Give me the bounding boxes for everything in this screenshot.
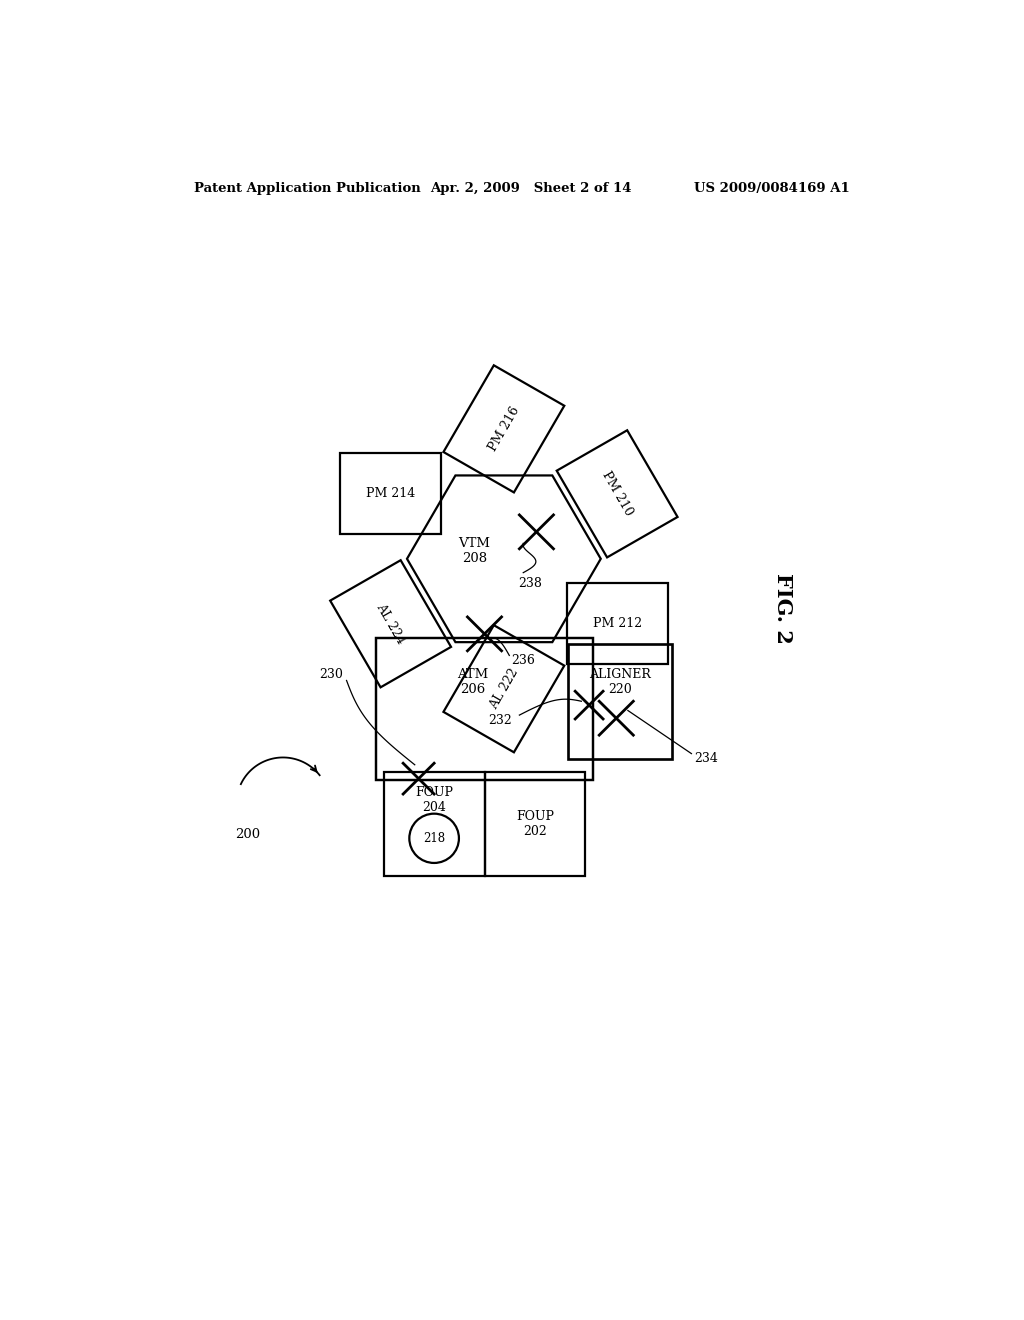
Text: 236: 236 — [512, 655, 536, 668]
Bar — [568, 644, 673, 759]
Text: VTM
208: VTM 208 — [459, 537, 490, 565]
Text: PM 212: PM 212 — [593, 618, 642, 630]
Text: PM 216: PM 216 — [486, 404, 522, 454]
Text: ATM
206: ATM 206 — [458, 668, 488, 696]
Text: AL 222: AL 222 — [487, 667, 521, 711]
Text: Apr. 2, 2009   Sheet 2 of 14: Apr. 2, 2009 Sheet 2 of 14 — [430, 182, 632, 194]
Text: 230: 230 — [319, 668, 343, 681]
Text: 234: 234 — [693, 752, 718, 766]
Text: FIG. 2: FIG. 2 — [773, 573, 793, 644]
Text: FOUP
202: FOUP 202 — [516, 810, 554, 838]
Bar — [376, 638, 593, 780]
Text: 232: 232 — [488, 714, 512, 727]
Text: 200: 200 — [236, 828, 261, 841]
Bar — [384, 772, 484, 876]
Text: FOUP
204: FOUP 204 — [415, 785, 454, 814]
Text: PM 210: PM 210 — [599, 469, 635, 519]
Text: ALIGNER
220: ALIGNER 220 — [589, 668, 651, 696]
Text: PM 214: PM 214 — [366, 487, 416, 500]
Text: 238: 238 — [518, 577, 542, 590]
Text: US 2009/0084169 A1: US 2009/0084169 A1 — [693, 182, 850, 194]
Text: AL 224: AL 224 — [374, 601, 408, 647]
Text: 218: 218 — [423, 832, 445, 845]
Text: Patent Application Publication: Patent Application Publication — [194, 182, 421, 194]
Bar — [484, 772, 586, 876]
